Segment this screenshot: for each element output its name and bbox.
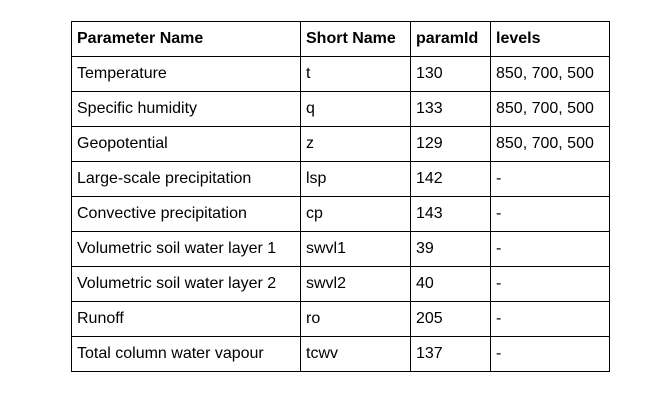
- cell-levels: 850, 700, 500: [490, 126, 610, 162]
- cell-levels: -: [490, 161, 610, 197]
- cell-levels: -: [490, 266, 610, 302]
- cell-short-name: tcwv: [300, 336, 411, 372]
- cell-parameter-name: Total column water vapour: [71, 336, 301, 372]
- cell-short-name: z: [300, 126, 411, 162]
- cell-param-id: 39: [410, 231, 491, 267]
- cell-short-name: swvl1: [300, 231, 411, 267]
- table-row: Volumetric soil water layer 1 swvl1 39 -: [71, 231, 610, 267]
- cell-parameter-name: Large-scale precipitation: [71, 161, 301, 197]
- table-row: Specific humidity q 133 850, 700, 500: [71, 91, 610, 127]
- cell-short-name: lsp: [300, 161, 411, 197]
- header-parameter-name: Parameter Name: [71, 21, 301, 57]
- cell-levels: 850, 700, 500: [490, 56, 610, 92]
- table-header-row: Parameter Name Short Name paramId levels: [71, 21, 610, 57]
- cell-param-id: 129: [410, 126, 491, 162]
- cell-short-name: ro: [300, 301, 411, 337]
- header-levels: levels: [490, 21, 610, 57]
- cell-param-id: 205: [410, 301, 491, 337]
- cell-parameter-name: Runoff: [71, 301, 301, 337]
- header-param-id: paramId: [410, 21, 491, 57]
- cell-parameter-name: Volumetric soil water layer 1: [71, 231, 301, 267]
- cell-param-id: 40: [410, 266, 491, 302]
- cell-short-name: t: [300, 56, 411, 92]
- cell-param-id: 143: [410, 196, 491, 232]
- cell-param-id: 142: [410, 161, 491, 197]
- cell-levels: 850, 700, 500: [490, 91, 610, 127]
- table-row: Large-scale precipitation lsp 142 -: [71, 161, 610, 197]
- parameter-table: Parameter Name Short Name paramId levels…: [71, 21, 610, 372]
- cell-levels: -: [490, 196, 610, 232]
- cell-parameter-name: Specific humidity: [71, 91, 301, 127]
- header-short-name: Short Name: [300, 21, 411, 57]
- table-row: Geopotential z 129 850, 700, 500: [71, 126, 610, 162]
- cell-levels: -: [490, 231, 610, 267]
- cell-levels: -: [490, 336, 610, 372]
- cell-parameter-name: Convective precipitation: [71, 196, 301, 232]
- table-row: Total column water vapour tcwv 137 -: [71, 336, 610, 372]
- cell-param-id: 133: [410, 91, 491, 127]
- cell-parameter-name: Temperature: [71, 56, 301, 92]
- table-row: Convective precipitation cp 143 -: [71, 196, 610, 232]
- cell-short-name: swvl2: [300, 266, 411, 302]
- cell-short-name: q: [300, 91, 411, 127]
- cell-param-id: 130: [410, 56, 491, 92]
- cell-levels: -: [490, 301, 610, 337]
- cell-short-name: cp: [300, 196, 411, 232]
- table-row: Volumetric soil water layer 2 swvl2 40 -: [71, 266, 610, 302]
- table-row: Temperature t 130 850, 700, 500: [71, 56, 610, 92]
- cell-parameter-name: Volumetric soil water layer 2: [71, 266, 301, 302]
- table-row: Runoff ro 205 -: [71, 301, 610, 337]
- cell-param-id: 137: [410, 336, 491, 372]
- cell-parameter-name: Geopotential: [71, 126, 301, 162]
